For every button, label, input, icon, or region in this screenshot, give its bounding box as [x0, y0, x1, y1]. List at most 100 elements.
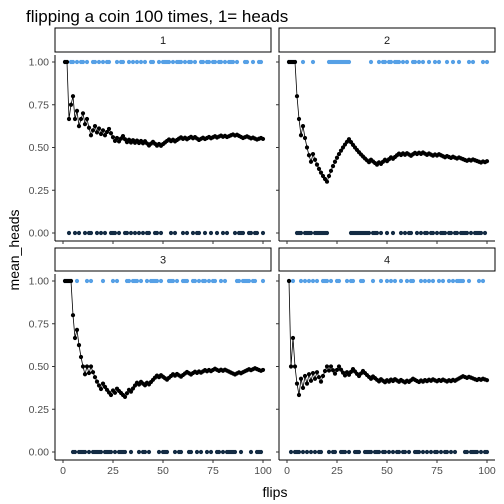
tails-point [289, 450, 293, 454]
tails-point [347, 450, 351, 454]
running-mean-point [67, 117, 71, 121]
running-mean-point [91, 370, 95, 374]
running-mean-point [291, 336, 295, 340]
running-mean-point [293, 364, 297, 368]
heads-point [247, 279, 251, 283]
tails-point [221, 231, 225, 235]
tails-point [103, 231, 107, 235]
tails-point [173, 231, 177, 235]
tails-point [475, 450, 479, 454]
heads-point [405, 60, 409, 64]
heads-point [411, 279, 415, 283]
heads-point [197, 279, 201, 283]
tails-point [117, 231, 121, 235]
tails-point [469, 231, 473, 235]
running-mean-point [79, 117, 83, 121]
running-mean-point [297, 117, 301, 121]
heads-point [481, 60, 485, 64]
tails-point [415, 231, 419, 235]
tails-point [485, 450, 489, 454]
running-mean-point [309, 379, 313, 383]
running-mean-point [261, 368, 265, 372]
heads-point [179, 60, 183, 64]
tails-point [169, 231, 173, 235]
heads-point [337, 279, 341, 283]
running-mean-point [83, 122, 87, 126]
heads-point [445, 60, 449, 64]
running-mean-point [333, 160, 337, 164]
tails-point [137, 450, 141, 454]
running-mean-point [261, 137, 265, 141]
running-mean-point [69, 103, 73, 107]
heads-point [399, 279, 403, 283]
heads-point [171, 279, 175, 283]
tails-point [165, 450, 169, 454]
heads-point [437, 279, 441, 283]
tails-point [147, 231, 151, 235]
tails-point [95, 231, 99, 235]
heads-point [447, 279, 451, 283]
tails-point [249, 231, 253, 235]
heads-point [315, 279, 319, 283]
heads-point [71, 60, 75, 64]
tails-point [319, 450, 323, 454]
heads-point [451, 60, 455, 64]
tails-point [133, 231, 137, 235]
heads-point [437, 60, 441, 64]
tails-point [403, 450, 407, 454]
tails-point [215, 231, 219, 235]
y-tick-label: 0.25 [29, 185, 50, 197]
tails-point [261, 231, 265, 235]
heads-point [115, 279, 119, 283]
tails-point [233, 231, 237, 235]
heads-point [139, 60, 143, 64]
heads-point [231, 60, 235, 64]
heads-point [427, 279, 431, 283]
tails-point [313, 450, 317, 454]
running-mean-point [101, 128, 105, 132]
heads-point [203, 279, 207, 283]
heads-point [93, 60, 97, 64]
running-mean-point [305, 382, 309, 386]
heads-point [107, 60, 111, 64]
heads-point [127, 60, 131, 64]
heads-point [101, 279, 105, 283]
running-mean-point [81, 364, 85, 368]
heads-point [81, 60, 85, 64]
heads-point [131, 60, 135, 64]
running-mean-point [73, 117, 77, 121]
tails-point [343, 450, 347, 454]
running-mean-point [75, 328, 79, 332]
heads-point [461, 279, 465, 283]
facet-strip-label: 3 [160, 255, 166, 267]
heads-point [157, 60, 161, 64]
tails-point [409, 231, 413, 235]
tails-point [465, 231, 469, 235]
heads-point [201, 60, 205, 64]
heads-point [417, 60, 421, 64]
tails-point [417, 450, 421, 454]
tails-point [333, 450, 337, 454]
y-tick-label: 1.00 [29, 57, 50, 69]
tails-point [407, 450, 411, 454]
heads-point [413, 60, 417, 64]
heads-point [405, 279, 409, 283]
tails-point [455, 231, 459, 235]
heads-point [259, 60, 263, 64]
running-mean-point [69, 279, 73, 283]
heads-point [151, 60, 155, 64]
running-mean-point [485, 378, 489, 382]
running-mean-point [307, 153, 311, 157]
running-mean-point [65, 60, 69, 64]
heads-point [145, 279, 149, 283]
running-mean-point [319, 379, 323, 383]
heads-point [213, 60, 217, 64]
tails-point [391, 450, 395, 454]
running-mean-point [485, 159, 489, 163]
facet-strip-label: 4 [384, 255, 390, 267]
running-mean-point [73, 336, 77, 340]
heads-point [251, 60, 255, 64]
tails-point [221, 450, 225, 454]
running-mean-point [87, 371, 91, 375]
heads-point [311, 60, 315, 64]
